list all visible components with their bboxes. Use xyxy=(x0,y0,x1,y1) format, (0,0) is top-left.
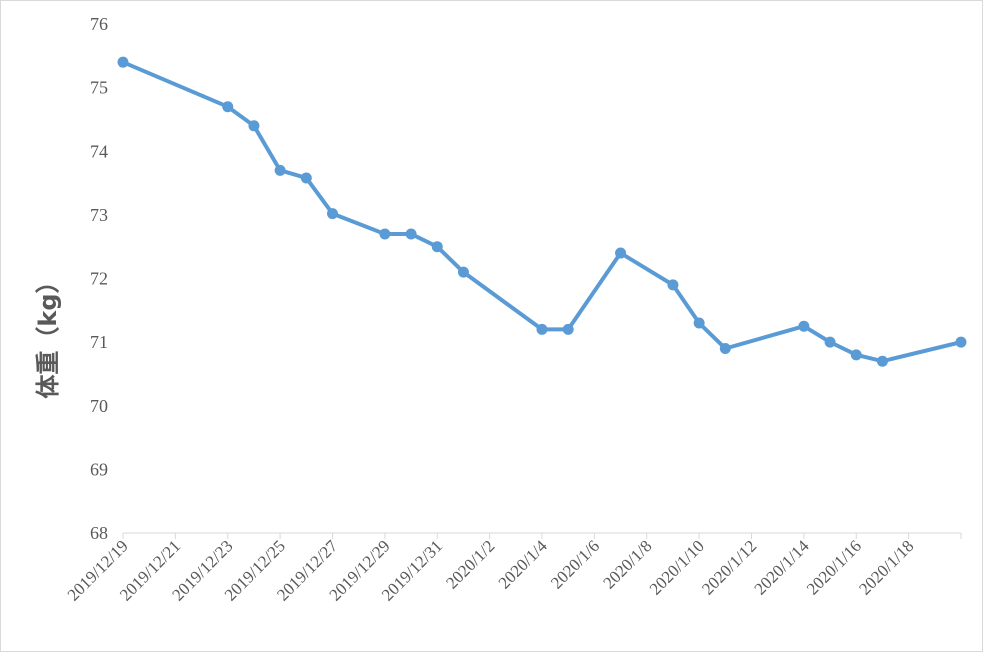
y-tick-label: 75 xyxy=(90,78,108,98)
y-tick-label: 74 xyxy=(90,141,108,161)
data-point xyxy=(667,279,679,291)
axes xyxy=(122,532,962,539)
x-tick-label: 2020/1/4 xyxy=(495,536,552,593)
data-point xyxy=(222,101,234,113)
data-point xyxy=(431,241,443,253)
y-tick-label: 70 xyxy=(90,396,108,416)
data-point xyxy=(562,323,574,335)
data-point xyxy=(405,228,417,240)
data-point xyxy=(719,342,731,354)
x-tick-label: 2020/1/14 xyxy=(751,536,814,599)
y-tick-label: 72 xyxy=(90,269,108,289)
series-line xyxy=(122,60,962,364)
y-tick-label: 69 xyxy=(90,459,108,479)
x-tick-label: 2020/1/2 xyxy=(442,536,498,592)
y-tick-label: 71 xyxy=(90,332,108,352)
y-axis-title-group: 体重（kg） xyxy=(34,269,62,398)
data-point xyxy=(117,56,129,68)
y-tick-label: 76 xyxy=(90,14,108,34)
x-tick-label: 2020/1/18 xyxy=(855,536,917,598)
data-point xyxy=(798,320,810,332)
y-axis-title: 体重（kg） xyxy=(34,269,62,398)
data-point xyxy=(876,355,888,367)
y-tick-label: 68 xyxy=(90,523,108,543)
data-point xyxy=(379,228,391,240)
x-tick-label: 2020/1/6 xyxy=(547,536,603,592)
data-point xyxy=(955,336,967,348)
data-point xyxy=(248,120,260,132)
data-point xyxy=(300,172,312,184)
x-tick-label: 2020/1/10 xyxy=(646,536,708,598)
data-point xyxy=(536,323,548,335)
data-point xyxy=(615,247,627,259)
data-point xyxy=(327,208,338,220)
data-point xyxy=(824,336,836,348)
data-point xyxy=(693,317,705,329)
x-tick-label: 2020/1/16 xyxy=(803,536,865,598)
data-point xyxy=(850,349,862,361)
x-tick-labels: 2019/12/192019/12/212019/12/232019/12/25… xyxy=(64,536,918,605)
x-tick-label: 2020/1/12 xyxy=(698,536,760,598)
y-tick-labels: 68 69 70 71 72 73 74 75 76 xyxy=(90,14,108,543)
data-point xyxy=(274,164,286,176)
series-layer xyxy=(117,56,967,367)
y-tick-label: 73 xyxy=(90,205,108,225)
data-point xyxy=(457,266,469,278)
